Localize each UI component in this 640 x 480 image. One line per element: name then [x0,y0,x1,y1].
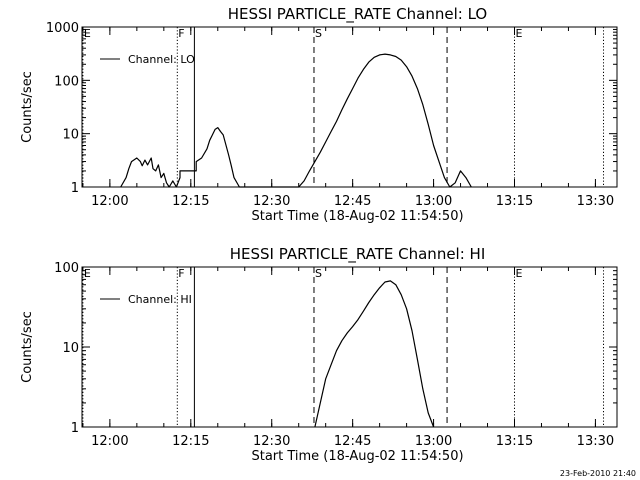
x-tick-label: 12:45 [334,194,371,209]
event-marker-label: F [178,27,184,40]
x-axis-label: Start Time (18-Aug-02 11:54:50) [251,449,463,464]
x-tick-label: 12:15 [172,434,209,449]
y-tick-label: 10 [62,128,79,143]
series-line [314,280,435,428]
y-tick-label: 1000 [46,21,79,36]
event-marker-label: E [84,267,91,280]
x-tick-label: 12:30 [253,194,290,209]
y-tick-label: 1 [71,181,79,196]
x-tick-label: 12:30 [253,434,290,449]
x-tick-label: 12:15 [172,194,209,209]
event-marker-label: S [315,267,322,280]
x-tick-label: 13:30 [577,194,614,209]
y-tick-label: 10 [62,341,79,356]
chart-lo: HESSI PARTICLE_RATE Channel: LO 1 10 100 100… [20,5,618,224]
x-tick-label: 12:00 [91,194,128,209]
y-axis-label: Counts/sec [20,71,35,143]
footer-stamp: 23-Feb-2010 21:40 [560,469,636,478]
x-tick-label: 13:15 [496,194,533,209]
x-tick-label: 12:00 [91,434,128,449]
legend-label: Channel: LO [128,53,195,66]
y-tick-label: 1 [71,421,79,436]
y-axis-label: Counts/sec [20,311,35,383]
chart-hi: HESSI PARTICLE_RATE Channel: HI 1 10 100 12:… [20,245,618,464]
y-tick-label: 100 [54,74,79,89]
y-tick-label: 100 [54,261,79,276]
legend-label: Channel: HI [128,293,192,306]
chart-title: HESSI PARTICLE_RATE Channel: LO [228,5,487,24]
chart-title: HESSI PARTICLE_RATE Channel: HI [230,245,486,264]
x-tick-label: 12:45 [334,434,371,449]
x-tick-label: 13:30 [577,434,614,449]
event-marker-label: S [315,27,322,40]
x-axis-label: Start Time (18-Aug-02 11:54:50) [251,209,463,224]
event-marker-label: E [515,27,522,40]
plot-frame [81,26,618,188]
x-tick-label: 13:15 [496,434,533,449]
event-marker-label: F [178,267,184,280]
x-tick-label: 13:00 [415,194,452,209]
plot-frame [81,266,618,428]
event-marker-label: E [84,27,91,40]
x-tick-label: 13:00 [415,434,452,449]
event-marker-label: E [515,267,522,280]
series-line [120,53,472,188]
